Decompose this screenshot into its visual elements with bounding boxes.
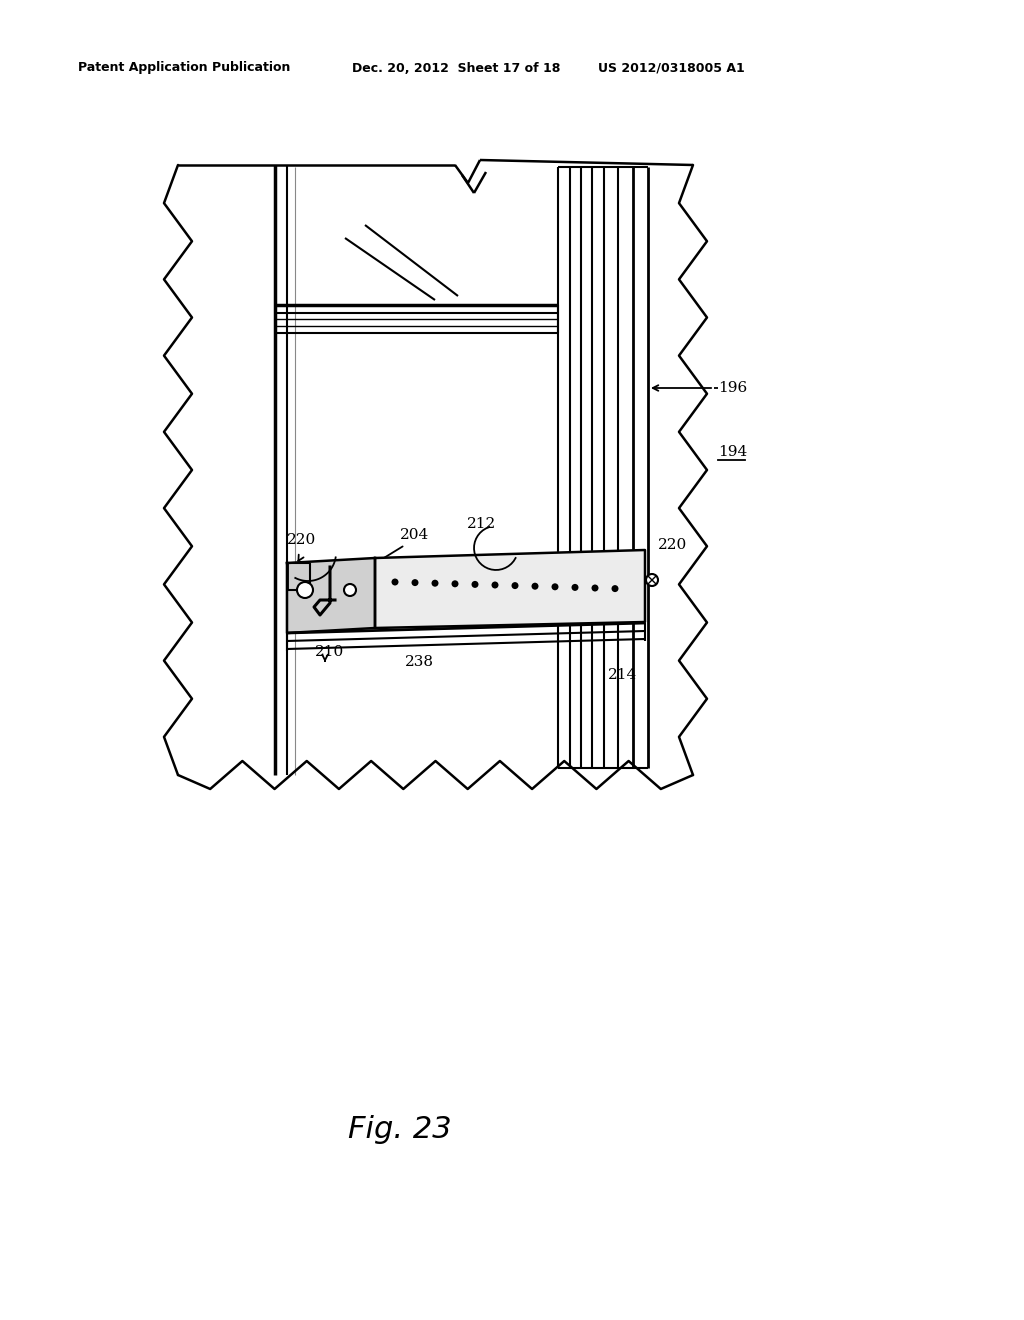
Text: US 2012/0318005 A1: US 2012/0318005 A1	[598, 62, 744, 74]
Circle shape	[412, 579, 419, 586]
Circle shape	[344, 583, 356, 597]
Text: 220: 220	[287, 533, 316, 546]
Circle shape	[512, 582, 518, 589]
Text: 196: 196	[718, 381, 748, 395]
Circle shape	[297, 582, 313, 598]
Circle shape	[571, 583, 579, 591]
Text: 212: 212	[467, 517, 497, 531]
Circle shape	[646, 574, 658, 586]
Circle shape	[452, 581, 459, 587]
Polygon shape	[287, 558, 375, 634]
Circle shape	[531, 582, 539, 590]
Circle shape	[431, 579, 438, 586]
Text: 214: 214	[608, 668, 637, 682]
Text: 238: 238	[406, 655, 434, 669]
Text: Fig. 23: Fig. 23	[348, 1115, 452, 1144]
Text: Dec. 20, 2012  Sheet 17 of 18: Dec. 20, 2012 Sheet 17 of 18	[352, 62, 560, 74]
Polygon shape	[375, 550, 645, 628]
Circle shape	[552, 583, 558, 590]
Circle shape	[471, 581, 478, 587]
Circle shape	[391, 578, 398, 586]
Text: 220: 220	[658, 539, 687, 552]
Text: 204: 204	[400, 528, 429, 543]
Text: 194: 194	[718, 445, 748, 459]
Circle shape	[611, 585, 618, 593]
Circle shape	[592, 585, 598, 591]
Text: 210: 210	[315, 645, 344, 659]
Text: Patent Application Publication: Patent Application Publication	[78, 62, 291, 74]
Circle shape	[492, 582, 499, 589]
